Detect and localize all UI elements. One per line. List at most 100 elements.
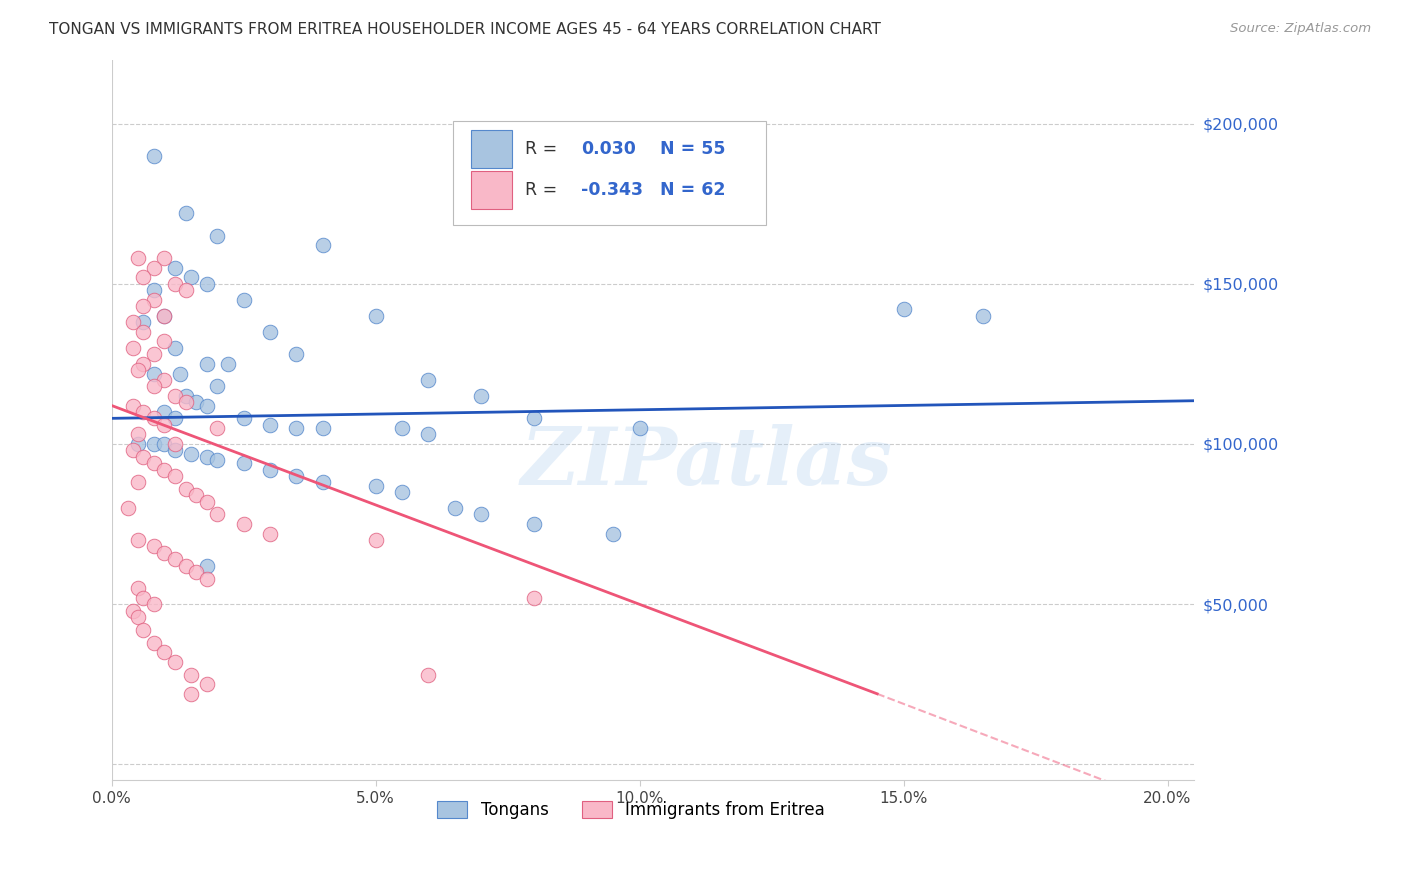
Point xyxy=(121,315,143,329)
Point xyxy=(132,450,155,464)
Point xyxy=(169,367,191,381)
Point xyxy=(165,469,187,483)
Point xyxy=(195,277,218,291)
Point xyxy=(142,411,165,425)
Point xyxy=(418,373,440,387)
Point xyxy=(127,251,149,265)
Point xyxy=(186,565,208,579)
Point xyxy=(153,373,176,387)
Point xyxy=(523,591,546,605)
Text: Source: ZipAtlas.com: Source: ZipAtlas.com xyxy=(1230,22,1371,36)
Point xyxy=(165,341,187,355)
Point xyxy=(127,475,149,490)
Point xyxy=(153,546,176,560)
Point xyxy=(195,450,218,464)
Point xyxy=(153,334,176,349)
Point xyxy=(165,443,187,458)
Point xyxy=(153,645,176,659)
Point xyxy=(142,260,165,275)
Point xyxy=(195,677,218,691)
Text: TONGAN VS IMMIGRANTS FROM ERITREA HOUSEHOLDER INCOME AGES 45 - 64 YEARS CORRELAT: TONGAN VS IMMIGRANTS FROM ERITREA HOUSEH… xyxy=(49,22,882,37)
Point xyxy=(165,552,187,566)
Point xyxy=(132,357,155,371)
Point xyxy=(142,437,165,451)
Point xyxy=(142,635,165,649)
Point xyxy=(165,655,187,669)
Point xyxy=(165,389,187,403)
Point xyxy=(153,309,176,323)
Point xyxy=(207,453,229,467)
Point xyxy=(142,347,165,361)
Point xyxy=(259,417,281,432)
Point xyxy=(153,437,176,451)
Point xyxy=(972,309,994,323)
Point xyxy=(285,421,308,435)
Point xyxy=(180,270,202,285)
Point xyxy=(127,363,149,377)
Point xyxy=(186,395,208,409)
Point xyxy=(132,315,155,329)
Point xyxy=(312,238,335,252)
Point xyxy=(121,603,143,617)
Point xyxy=(628,421,651,435)
Point xyxy=(364,309,387,323)
Point xyxy=(259,325,281,339)
Point xyxy=(364,478,387,492)
Point xyxy=(132,623,155,637)
FancyBboxPatch shape xyxy=(453,120,766,226)
Point xyxy=(165,411,187,425)
Point xyxy=(165,277,187,291)
Point xyxy=(142,597,165,611)
Point xyxy=(259,526,281,541)
Text: N = 62: N = 62 xyxy=(661,181,725,199)
Point xyxy=(121,443,143,458)
Point xyxy=(312,475,335,490)
Point xyxy=(117,501,139,516)
Point xyxy=(893,302,915,317)
Point xyxy=(127,437,149,451)
Point xyxy=(180,687,202,701)
Point xyxy=(142,456,165,470)
Point xyxy=(207,508,229,522)
Point xyxy=(195,572,218,586)
Point xyxy=(470,389,492,403)
Point xyxy=(153,405,176,419)
Point xyxy=(259,462,281,476)
Point xyxy=(142,367,165,381)
Point xyxy=(127,427,149,442)
Point xyxy=(142,540,165,554)
Point xyxy=(232,411,254,425)
Point xyxy=(364,533,387,547)
Point xyxy=(142,283,165,297)
Legend: Tongans, Immigrants from Eritrea: Tongans, Immigrants from Eritrea xyxy=(430,795,832,826)
Point xyxy=(153,417,176,432)
Point xyxy=(153,462,176,476)
Point xyxy=(132,591,155,605)
Point xyxy=(127,533,149,547)
Point xyxy=(418,667,440,681)
Text: N = 55: N = 55 xyxy=(661,140,725,158)
Point xyxy=(142,379,165,393)
Point xyxy=(121,399,143,413)
Point xyxy=(121,341,143,355)
Point xyxy=(232,517,254,532)
Point xyxy=(132,299,155,313)
Point xyxy=(207,228,229,243)
Point xyxy=(285,469,308,483)
Text: R =: R = xyxy=(524,181,562,199)
Point xyxy=(142,293,165,307)
Point xyxy=(180,667,202,681)
Point xyxy=(174,482,197,496)
Point xyxy=(391,485,413,500)
Point xyxy=(153,251,176,265)
Point xyxy=(132,325,155,339)
Point xyxy=(207,421,229,435)
Point xyxy=(127,610,149,624)
Text: -0.343: -0.343 xyxy=(582,181,644,199)
Point xyxy=(174,558,197,573)
Point xyxy=(523,411,546,425)
Point xyxy=(195,399,218,413)
Point xyxy=(195,558,218,573)
Point xyxy=(285,347,308,361)
Point xyxy=(444,501,467,516)
